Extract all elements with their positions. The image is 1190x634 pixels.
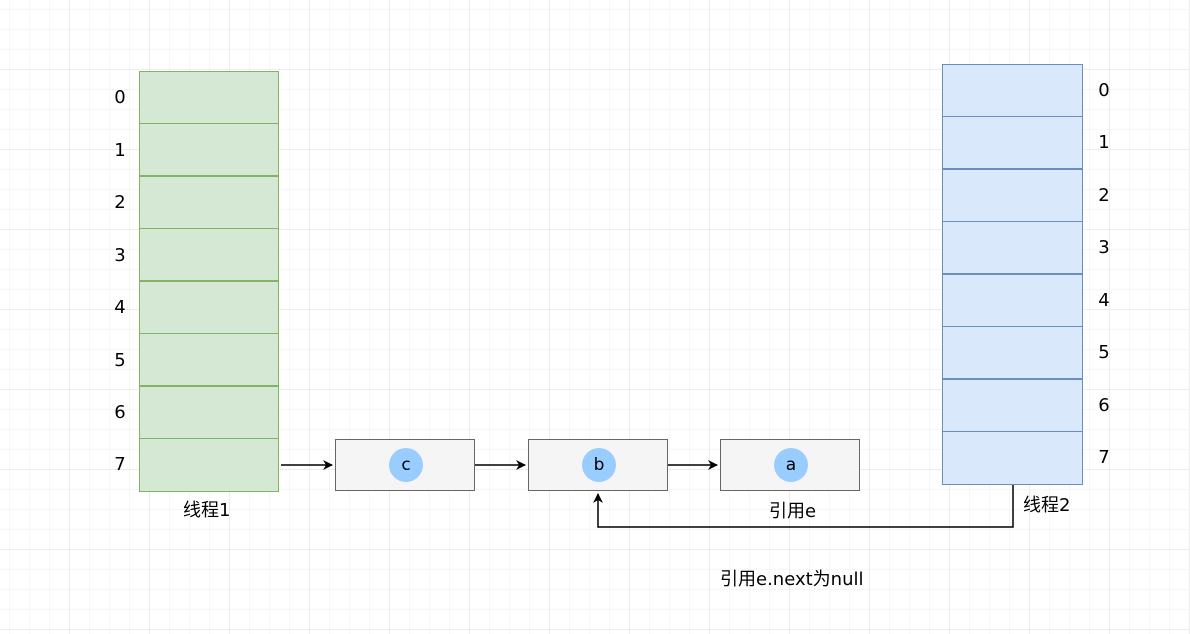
node-b: b	[528, 439, 668, 491]
thread1-slot-6	[139, 386, 279, 439]
thread2-slot-6	[942, 379, 1083, 432]
thread2-index-2: 2	[1098, 185, 1110, 206]
thread1-index-2: 2	[114, 192, 126, 213]
thread1-index-5: 5	[114, 350, 126, 371]
thread1-label: 线程1	[183, 500, 231, 521]
ref-e-next-label: 引用e.next为null	[720, 569, 864, 590]
node-c-circle: c	[389, 448, 423, 482]
thread1-index-4: 4	[114, 297, 126, 318]
thread2-label: 线程2	[1023, 495, 1071, 516]
thread1-index-6: 6	[114, 402, 126, 423]
thread1-slot-3	[139, 228, 279, 281]
thread1-slot-1	[139, 123, 279, 176]
thread2-array	[942, 64, 1083, 485]
thread2-index-5: 5	[1098, 342, 1110, 363]
thread1-slot-7	[139, 438, 279, 492]
thread2-slot-5	[942, 326, 1083, 379]
ref-e-label: 引用e	[769, 501, 817, 522]
thread2-slot-1	[942, 116, 1083, 169]
thread2-index-0: 0	[1098, 80, 1110, 101]
thread2-index-1: 1	[1098, 132, 1110, 153]
thread1-index-7: 7	[114, 454, 126, 475]
node-a-circle: a	[774, 448, 808, 482]
thread1-slot-5	[139, 333, 279, 386]
arrow-thread2-to-b	[593, 485, 1014, 528]
thread2-index-6: 6	[1098, 395, 1110, 416]
thread2-slot-2	[942, 169, 1083, 222]
thread1-index-1: 1	[114, 140, 126, 161]
thread1-slot-0	[139, 71, 279, 124]
thread2-index-4: 4	[1098, 290, 1110, 311]
thread2-slot-0	[942, 64, 1083, 117]
node-c: c	[335, 439, 475, 491]
thread2-slot-7	[942, 431, 1083, 485]
thread1-index-0: 0	[114, 87, 126, 108]
node-b-circle: b	[582, 448, 616, 482]
thread2-index-7: 7	[1098, 447, 1110, 468]
thread1-index-3: 3	[114, 245, 126, 266]
thread1-array	[139, 71, 279, 492]
node-a: a	[720, 439, 860, 491]
thread2-index-3: 3	[1098, 237, 1110, 258]
thread2-slot-3	[942, 221, 1083, 274]
